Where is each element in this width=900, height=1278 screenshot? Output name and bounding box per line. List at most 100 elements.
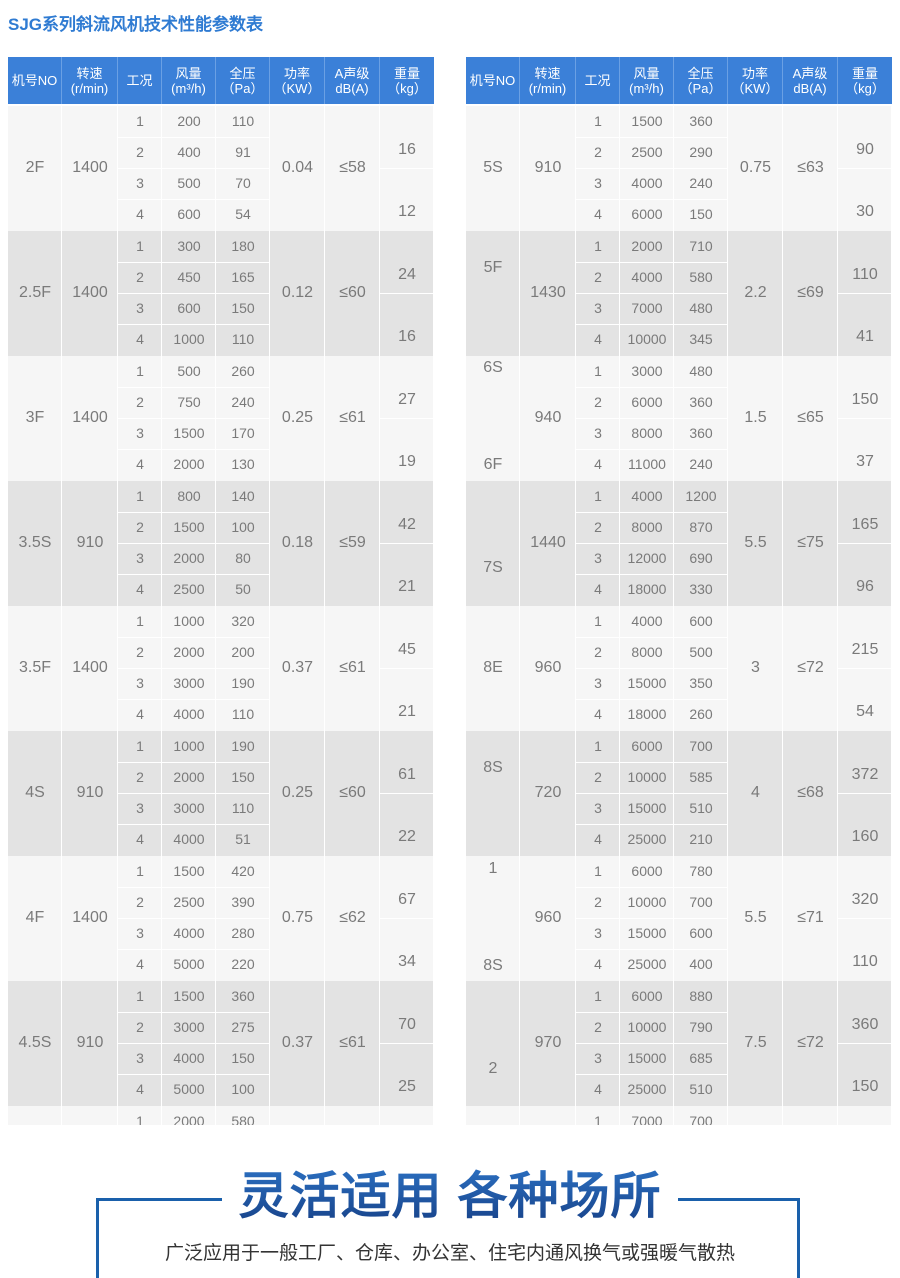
- airflow-value: 2000: [173, 644, 205, 660]
- weight-value: 16: [398, 328, 416, 345]
- airflow-value: 2500: [173, 581, 205, 597]
- power-value: 2.2: [744, 284, 767, 301]
- power-cell: [270, 481, 325, 606]
- airflow-value: 600: [177, 300, 201, 316]
- noise-cell: [325, 356, 380, 481]
- pressure-value: 700: [689, 894, 713, 910]
- weight-cell: [380, 1106, 434, 1125]
- condition-value: 1: [594, 238, 602, 254]
- condition-value: 3: [594, 300, 602, 316]
- noise-value: ≤61: [339, 409, 366, 426]
- model-number: 2.5F: [18, 284, 51, 301]
- pressure-value: 580: [231, 1113, 255, 1125]
- airflow-value: 8000: [631, 519, 663, 535]
- pressure-value: 390: [231, 894, 255, 910]
- weight-divider: [838, 793, 892, 794]
- model-number: 5S: [483, 159, 503, 176]
- data-col: [674, 1106, 728, 1125]
- condition-value: 1: [594, 113, 602, 129]
- pressure-value: 690: [689, 550, 713, 566]
- pressure-value: 600: [689, 925, 713, 941]
- weight-value: 16: [398, 141, 416, 158]
- model-group: 1 8S 960 5.5 ≤71 320 110 1 6000 780 2 10000 700 3 1500…: [466, 856, 892, 981]
- rpm-cell: [62, 106, 118, 231]
- data-col: [118, 1106, 162, 1125]
- condition-value: 3: [594, 800, 602, 816]
- airflow-value: 25000: [627, 956, 667, 972]
- weight-divider: [838, 293, 892, 294]
- power-cell: [728, 606, 783, 731]
- condition-value: 4: [594, 956, 602, 972]
- airflow-value: 4000: [631, 175, 663, 191]
- banner-description: 广泛应用于一般工厂、仓库、办公室、住宅内通风换气或强暖气散热: [164, 1243, 735, 1264]
- pressure-value: 320: [231, 613, 255, 629]
- pressure-value: 91: [235, 144, 251, 160]
- weight-value: 24: [398, 266, 416, 283]
- row-divider: [576, 512, 728, 513]
- row-divider: [118, 824, 270, 825]
- rpm-cell: [520, 856, 576, 981]
- row-divider: [118, 1074, 270, 1075]
- airflow-value: 2000: [631, 238, 663, 254]
- airflow-value: 1500: [173, 425, 205, 441]
- row-divider: [576, 824, 728, 825]
- airflow-value: 1500: [173, 863, 205, 879]
- row-divider: [118, 387, 270, 388]
- condition-value: 1: [594, 488, 602, 504]
- weight-value: 21: [398, 578, 416, 595]
- condition-value: 2: [136, 644, 144, 660]
- rpm-cell: [62, 231, 118, 356]
- weight-value: 90: [856, 141, 874, 158]
- model-group: 5F 1430 2.2 ≤69 110 41 1 2000 710 2 4000 580 3 7000 48…: [466, 231, 892, 356]
- rpm-cell: [520, 481, 576, 606]
- power-value: 3: [751, 659, 760, 676]
- header-cell: 重量 （kg）: [845, 65, 885, 96]
- condition-value: 1: [594, 863, 602, 879]
- rpm-cell: [520, 106, 576, 231]
- condition-value: 3: [136, 1050, 144, 1066]
- model-number: 6F: [483, 456, 503, 473]
- pressure-value: 275: [231, 1019, 255, 1035]
- weight-value: 70: [398, 1016, 416, 1033]
- row-divider: [576, 324, 728, 325]
- power-value: 0.12: [281, 284, 314, 301]
- pressure-value: 500: [689, 644, 713, 660]
- condition-value: 1: [136, 363, 144, 379]
- header-cell: 重量 （kg）: [387, 65, 427, 96]
- model-group: 3.5S 910 0.18 ≤59 42 21 1 800 140 2 1500 100 3 2000 80…: [8, 481, 434, 606]
- condition-value: 3: [136, 675, 144, 691]
- weight-value: 320: [851, 891, 879, 908]
- condition-value: 3: [594, 1050, 602, 1066]
- model-group: 3.5F 1400 0.37 ≤61 45 21 1 1000 320 2 2000 200 3 3000…: [8, 606, 434, 731]
- power-value: 5.5: [744, 909, 767, 926]
- pressure-value: 210: [689, 831, 713, 847]
- row-divider: [118, 449, 270, 450]
- model-group: 7S 1440 5.5 ≤75 165 96 1 4000 1200 2 8000 870 3 12000…: [466, 481, 892, 606]
- model-number: 8S: [483, 759, 503, 776]
- condition-value: 3: [136, 550, 144, 566]
- model-number: 2: [488, 1060, 498, 1077]
- condition-value: 2: [136, 269, 144, 285]
- condition-value: 4: [136, 1081, 144, 1097]
- pressure-value: 180: [231, 238, 255, 254]
- rpm-cell: [520, 231, 576, 356]
- model-group: 8E 960 3 ≤72 215 54 1 4000 600 2 8000 500 3 15000 350 4…: [466, 606, 892, 731]
- pressure-value: 790: [689, 1019, 713, 1035]
- condition-value: 3: [594, 925, 602, 941]
- pressure-value: 360: [231, 988, 255, 1004]
- power-cell: [270, 981, 325, 1106]
- airflow-value: 2000: [173, 550, 205, 566]
- pressure-value: 150: [231, 1050, 255, 1066]
- row-divider: [576, 293, 728, 294]
- header-cell: 机号NO: [8, 57, 62, 104]
- weight-value: 12: [398, 203, 416, 220]
- row-divider: [576, 1012, 728, 1013]
- weight-value: 372: [851, 766, 879, 783]
- condition-value: 4: [136, 831, 144, 847]
- condition-value: 2: [136, 519, 144, 535]
- model-cell: [466, 1106, 520, 1125]
- row-divider: [576, 762, 728, 763]
- condition-value: 1: [136, 613, 144, 629]
- data-col: [162, 1106, 216, 1125]
- pressure-value: 240: [689, 456, 713, 472]
